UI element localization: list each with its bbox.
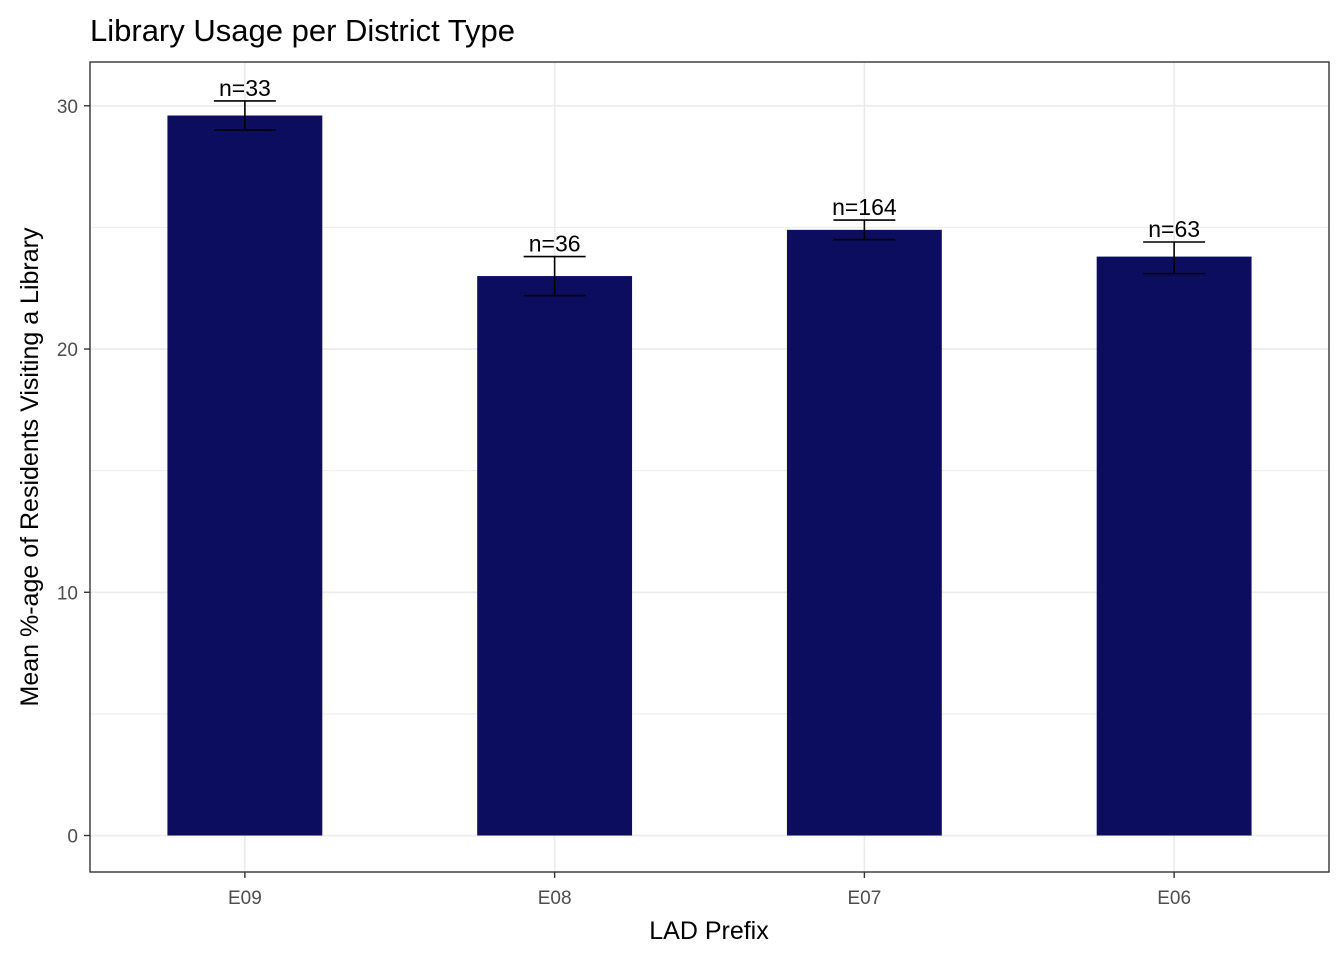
x-axis: E09 E08 E07 E06 xyxy=(228,872,1191,909)
y-axis: 0 10 20 30 xyxy=(57,97,90,848)
x-axis-title: LAD Prefix xyxy=(649,917,769,945)
data-labels: n=33 n=36 n=164 n=63 xyxy=(219,75,1200,257)
y-tick-label: 20 xyxy=(57,340,78,361)
y-axis-title: Mean %-age of Residents Visiting a Libra… xyxy=(16,227,44,706)
error-bar-e09 xyxy=(213,100,276,131)
error-bars xyxy=(213,100,1206,297)
data-label-e07: n=164 xyxy=(832,194,897,220)
x-tick-label-e06: E06 xyxy=(1157,888,1191,909)
chart-title: Library Usage per District Type xyxy=(90,13,515,48)
data-label-e09: n=33 xyxy=(219,75,271,101)
y-tick-label: 30 xyxy=(57,97,78,118)
y-tick-label: 0 xyxy=(67,827,78,848)
x-tick-label-e09: E09 xyxy=(228,888,262,909)
bar-e07 xyxy=(786,229,942,836)
bar-e09 xyxy=(167,115,323,836)
x-tick-label-e07: E07 xyxy=(847,888,881,909)
data-label-e06: n=63 xyxy=(1148,216,1200,242)
bars xyxy=(167,115,1252,836)
error-bar-e07 xyxy=(833,219,896,241)
bar-e06 xyxy=(1096,256,1252,836)
y-tick-label: 10 xyxy=(57,583,78,604)
panel-border xyxy=(89,61,1330,873)
data-label-e08: n=36 xyxy=(529,231,581,257)
error-bar-e06 xyxy=(1143,241,1206,275)
x-tick-label-e08: E08 xyxy=(538,888,572,909)
error-bar-e08 xyxy=(523,255,586,297)
bar-e08 xyxy=(477,276,633,836)
